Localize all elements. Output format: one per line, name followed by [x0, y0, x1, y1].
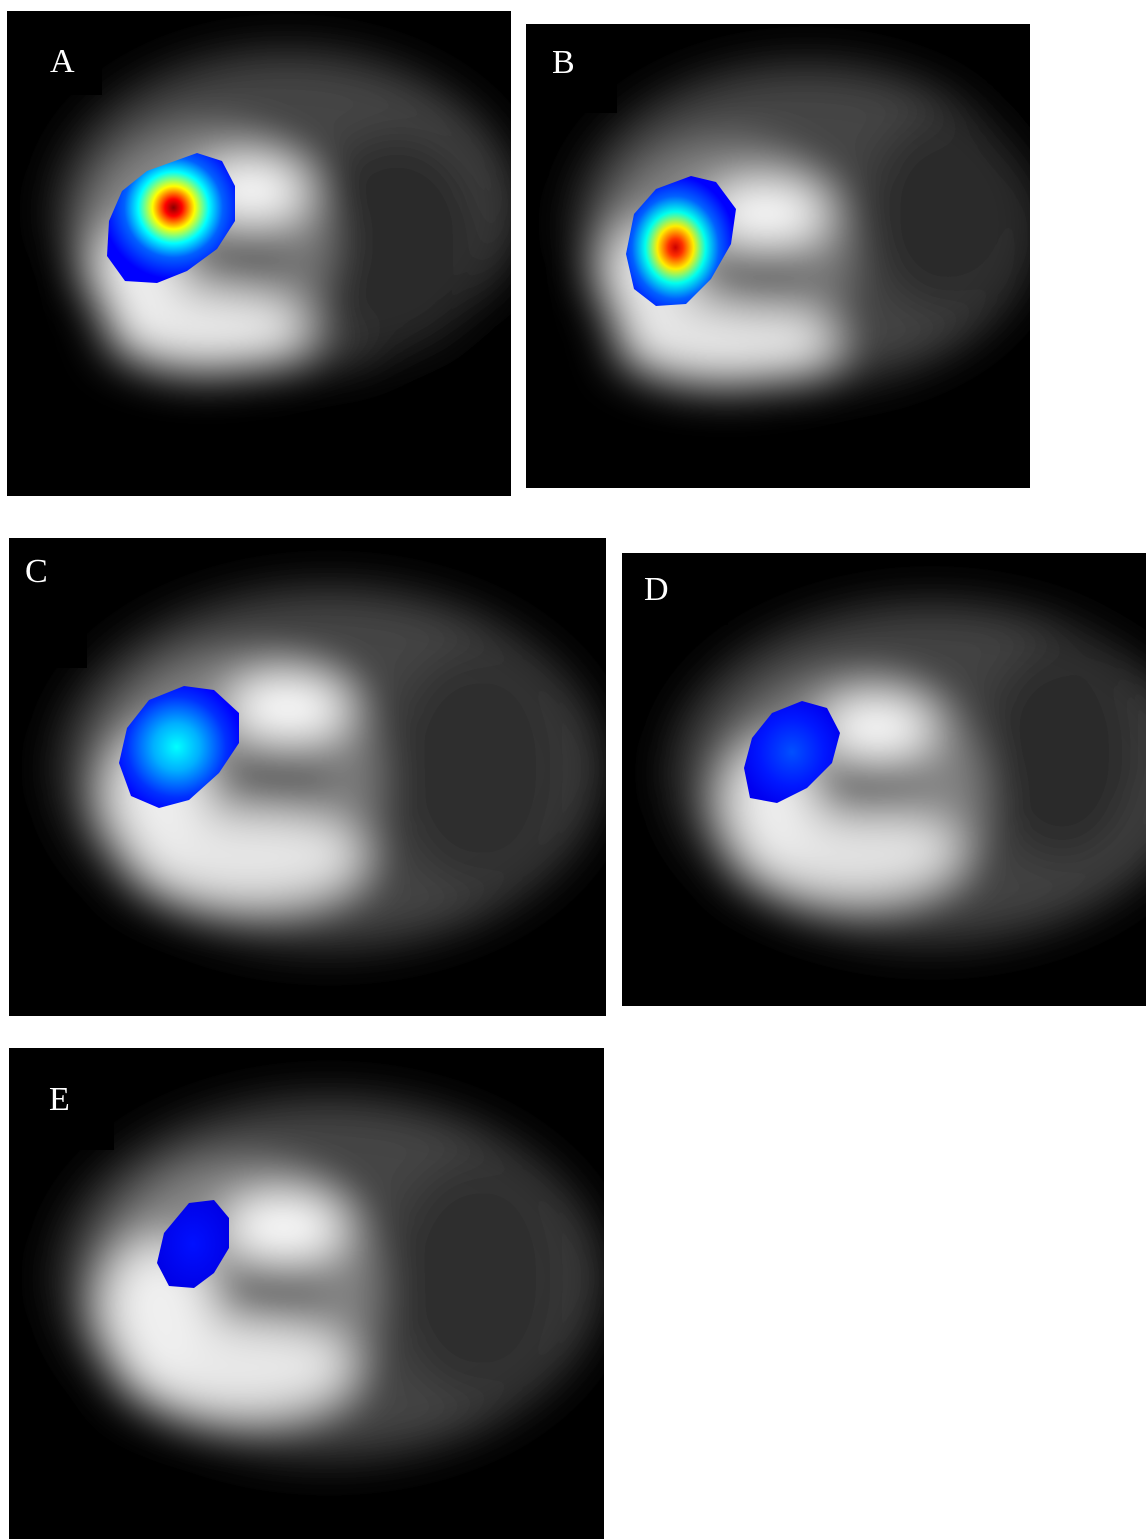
panel-label-d: D: [622, 553, 728, 625]
panel-label-c-text: C: [25, 553, 48, 590]
panel-label-c: C: [9, 538, 87, 668]
panel-label-e-text: E: [49, 1081, 70, 1118]
hotspot-c: [119, 686, 239, 808]
scan-image-c: [9, 538, 606, 1016]
panel-label-b: B: [526, 24, 617, 113]
panel-label-a-text: A: [50, 43, 75, 80]
hotspot-d: [744, 701, 840, 803]
scan-panel-a: A: [7, 11, 511, 496]
hotspot-e: [157, 1200, 229, 1288]
panel-label-d-text: D: [644, 571, 669, 608]
panel-label-b-text: B: [552, 44, 575, 81]
hotspot-b: [626, 176, 736, 306]
scan-panel-d: D: [622, 553, 1146, 1006]
panel-label-a: A: [7, 11, 102, 95]
scan-image-a: [7, 11, 511, 496]
hotspot-a: [107, 153, 235, 283]
scan-panel-e: E: [9, 1048, 604, 1539]
scan-panel-c: C: [9, 538, 606, 1016]
scan-image-d: [622, 553, 1146, 1006]
scan-panel-b: B: [526, 24, 1030, 488]
panel-label-e: E: [9, 1048, 114, 1150]
